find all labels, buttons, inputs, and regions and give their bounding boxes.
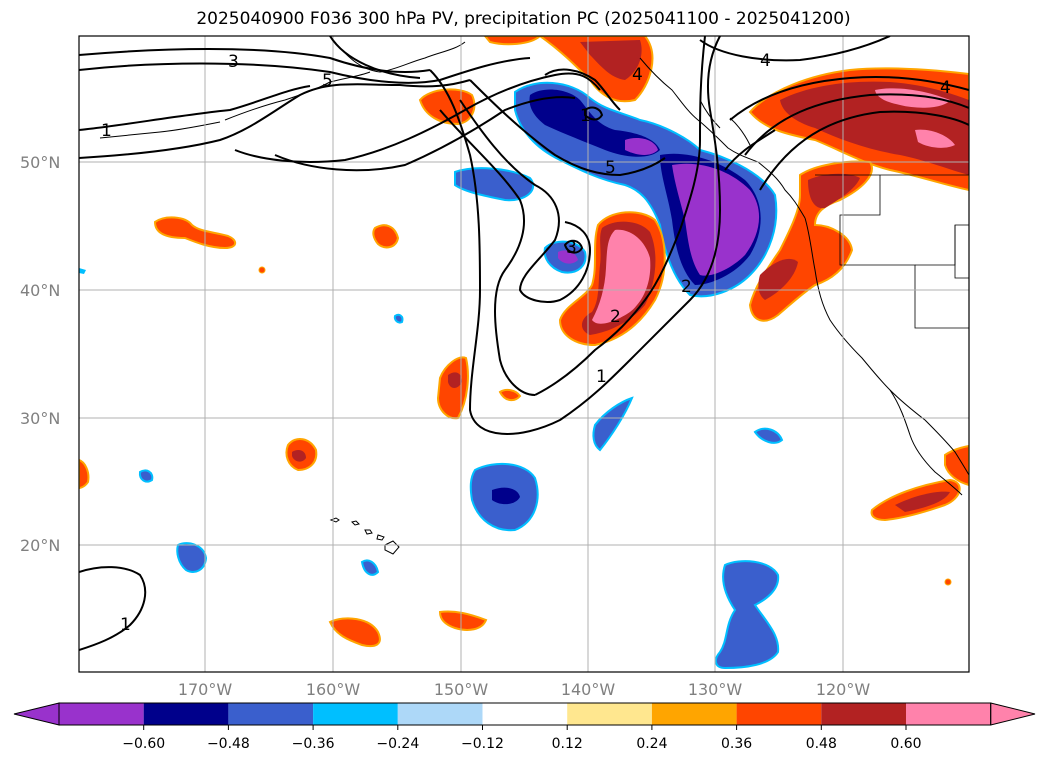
contour-label: 1 (120, 615, 131, 635)
positive-anomaly-small (498, 388, 522, 402)
colorbar-tick-label: 0.12 (552, 736, 583, 752)
colorbar-ticks (143, 725, 907, 730)
lat-label-50n: 50°N (20, 153, 60, 172)
positive-anomaly-dot-2 (944, 578, 952, 586)
contour-label: 2 (681, 277, 692, 297)
colorbar-segment (906, 703, 991, 725)
lat-label-30n: 30°N (20, 409, 60, 428)
coastlines (99, 36, 969, 496)
colorbar-segment (567, 703, 652, 725)
colorbar-segment (313, 703, 398, 725)
lat-label-40n: 40°N (20, 281, 60, 300)
hawaii-islands (329, 517, 400, 555)
positive-anomaly-left-2 (372, 224, 400, 249)
positive-anomaly-mid-red (448, 372, 462, 388)
colorbar-segment (59, 703, 144, 725)
lon-label-130w: 130°W (688, 680, 743, 699)
contour-label: 4 (760, 51, 771, 71)
lon-label-160w: 160°W (306, 680, 361, 699)
contour-label: 5 (605, 158, 616, 178)
precip-fills (79, 36, 969, 670)
positive-anomaly-central-pink (592, 229, 651, 324)
colorbar-tick-label: 0.48 (806, 736, 837, 752)
colorbar-segment (228, 703, 314, 725)
colorbar-right-arrow (990, 702, 1036, 726)
colorbar-tick-label: −0.60 (122, 736, 165, 752)
negative-anomaly-subtropic-core (492, 487, 520, 505)
positive-anomaly-baja-red (895, 491, 950, 512)
colorbar-segment (821, 703, 906, 725)
contour-label: 1 (596, 367, 607, 387)
negative-anomaly-south-chain (714, 560, 780, 670)
contour-label: 5 (322, 71, 333, 91)
pv-contours (79, 36, 969, 651)
negative-anomaly-tiny-2 (393, 313, 404, 324)
colorbar-left-arrow (13, 702, 60, 726)
contour-label: 1 (580, 106, 591, 126)
contour-label: 3 (228, 52, 239, 72)
contour-label: 3 (566, 238, 577, 258)
colorbar-segment (482, 703, 568, 725)
contour-label: 4 (632, 65, 643, 85)
colorbar-tick-label: 0.36 (721, 736, 752, 752)
colorbar: −0.60 −0.48 −0.36 −0.24 −0.12 0.12 0.24 … (13, 702, 1036, 752)
contour-label: 4 (940, 78, 951, 98)
positive-anomaly-coast-red (808, 173, 860, 209)
positive-anomaly-north-red (580, 40, 642, 80)
negative-anomaly-streak (592, 396, 634, 452)
negative-anomaly-purple (672, 163, 760, 276)
positive-anomaly-left-3-red (292, 450, 306, 462)
lon-label-120w: 120°W (816, 680, 871, 699)
colorbar-tick-label: −0.36 (292, 736, 335, 752)
colorbar-tick-label: −0.12 (461, 736, 504, 752)
positive-anomaly-left-1 (153, 216, 237, 250)
colorbar-outline (58, 702, 992, 726)
lon-label-150w: 150°W (434, 680, 489, 699)
positive-anomaly-pacnw-pink-2 (915, 129, 955, 148)
colorbar-segment (143, 703, 229, 725)
colorbar-segment (651, 703, 737, 725)
positive-anomaly-dot (258, 266, 266, 274)
lat-label-20n: 20°N (20, 536, 60, 555)
positive-anomaly-south-2 (438, 610, 488, 631)
negative-anomaly-purple-small (625, 138, 658, 155)
positive-anomaly-south-1 (328, 617, 381, 648)
colorbar-segment (397, 703, 483, 725)
map-title: 2025040900 F036 300 hPa PV, precipitatio… (196, 9, 851, 29)
colorbar-tick-label: 0.60 (890, 736, 921, 752)
gridlines (79, 36, 969, 672)
negative-anomaly-center-core (558, 250, 578, 264)
colorbar-tick-label: −0.24 (376, 736, 419, 752)
colorbar-segment (736, 703, 822, 725)
contour-labels: 1 3 5 1 4 4 4 5 3 2 1 1 2 (101, 51, 951, 635)
longitude-labels: 170°W 160°W 150°W 140°W 130°W 120°W (178, 680, 871, 699)
positive-anomaly-pacnw-pink (875, 88, 950, 108)
negative-anomaly-ne-small (753, 427, 784, 444)
positive-anomaly-mexico (944, 444, 969, 487)
lon-label-140w: 140°W (561, 680, 616, 699)
latitude-labels: 50°N 40°N 30°N 20°N (20, 153, 60, 555)
colorbar-tick-label: 0.24 (636, 736, 667, 752)
contour-label: 2 (610, 307, 621, 327)
negative-anomaly-tiny (138, 469, 154, 483)
contour-label: 1 (101, 121, 112, 141)
map-frame (78, 35, 970, 673)
negative-anomaly-edge (79, 268, 86, 274)
lon-label-170w: 170°W (178, 680, 233, 699)
colorbar-tick-label: −0.48 (207, 736, 250, 752)
negative-anomaly-hawaii (360, 559, 380, 576)
